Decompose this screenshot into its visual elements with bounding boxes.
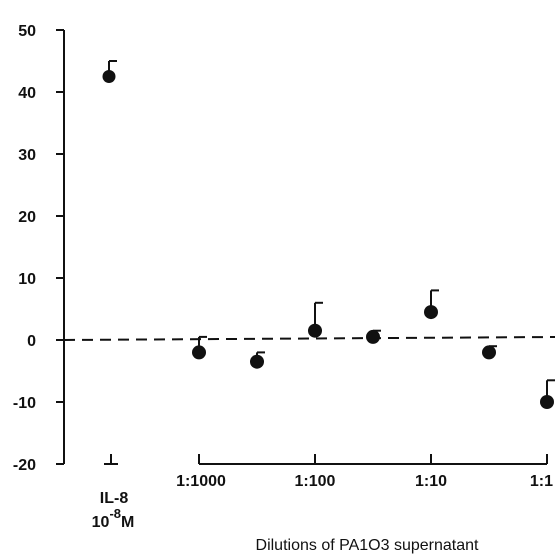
control-label-base: 10 [92, 514, 110, 531]
y-tick-label: 50 [18, 23, 36, 40]
x-tick-label: 1:1000 [176, 473, 226, 490]
control-label-line2: 10-8M [92, 506, 135, 531]
y-tick-label: 40 [18, 85, 36, 102]
y-ticks-group: -20 -10 0 10 20 30 40 50 [13, 23, 64, 474]
x-tick-label: 1:1 [530, 473, 553, 490]
control-point [103, 70, 116, 83]
x-tick-label: 1:10 [415, 473, 447, 490]
data-point [424, 305, 438, 319]
data-point [482, 345, 496, 359]
data-point [308, 324, 322, 338]
data-point [366, 330, 380, 344]
y-tick-label: -10 [13, 395, 36, 412]
y-tick-label: 0 [27, 333, 36, 350]
control-label-line1: IL-8 [100, 490, 129, 507]
data-point [250, 355, 264, 369]
data-point [540, 395, 554, 409]
x-axis-title: Dilutions of PA1O3 supernatant [256, 537, 480, 554]
data-point [192, 345, 206, 359]
reference-line-group [64, 337, 555, 340]
points-group [103, 61, 555, 409]
y-tick-label: 20 [18, 209, 36, 226]
x-tick-label: 1:100 [295, 473, 336, 490]
y-tick-label: 30 [18, 147, 36, 164]
x-axis-group: IL-8 10-8M Dilutions of PA1O3 supernatan… [92, 454, 553, 554]
y-tick-label: 10 [18, 271, 36, 288]
y-tick-label: -20 [13, 457, 36, 474]
control-label-unit: M [121, 514, 134, 531]
control-label-exponent: -8 [109, 506, 121, 521]
zero-reference-line [64, 337, 555, 340]
